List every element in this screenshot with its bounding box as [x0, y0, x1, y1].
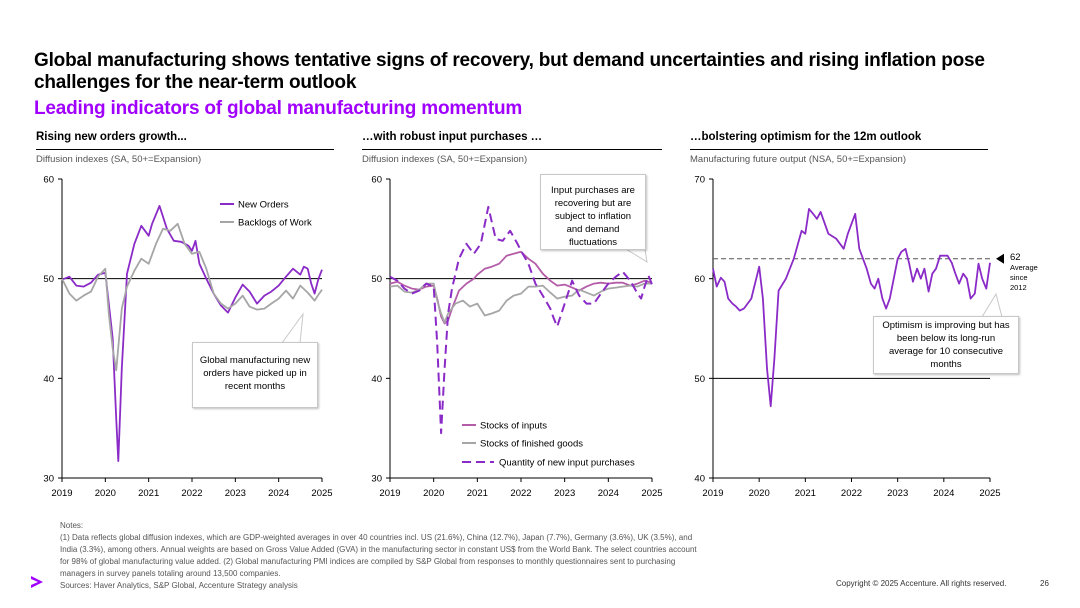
chart-1-series-1-line [61, 205, 323, 462]
chart-1-x-tick-label: 2019 [51, 488, 72, 499]
chart-2-x-tick-label: 2023 [554, 488, 575, 499]
page-subtitle: Leading indicators of global manufacturi… [34, 98, 523, 119]
notes-block: Notes: (1) Data reflects global diffusio… [60, 520, 800, 592]
page-title: Global manufacturing shows tentative sig… [34, 50, 985, 93]
panel-1-subtitle: Diffusion indexes (SA, 50+=Expansion) [36, 154, 202, 165]
chart-1-legend-label-1: New Orders [238, 200, 289, 211]
notes-heading: Notes: [60, 521, 84, 530]
callout-1-pointer [281, 312, 304, 344]
chart-1-series-2-line [61, 222, 323, 372]
chart-1-x-tick-label: 2025 [311, 488, 332, 499]
chart-2-legend-label-1: Stocks of inputs [480, 421, 547, 432]
copyright: Copyright © 2025 Accenture. All rights r… [836, 579, 1007, 588]
accenture-logo-icon [31, 576, 43, 588]
notes-line-1: (1) Data reflects global diffusion index… [60, 533, 693, 542]
notes-line-3: for 98% of global manufacturing value ad… [60, 557, 676, 566]
chart-2-y-tick-label: 50 [371, 274, 382, 285]
page-number: 26 [1040, 579, 1049, 588]
notes-line-2: India (3.3%), among others. Annual weigh… [60, 545, 697, 554]
chart-1-legend-label-2: Backlogs of Work [238, 218, 312, 229]
notes-sources: Sources: Haver Analytics, S&P Global, Ac… [60, 581, 298, 590]
callout-panel-2: Input purchases are recovering but are s… [540, 174, 646, 250]
chart-2-y-tick-label: 40 [371, 374, 382, 385]
chart-1-y-tick-label: 30 [43, 474, 54, 485]
chart-2-series-3-line [389, 205, 653, 435]
panel-3-subtitle: Manufacturing future output (NSA, 50+=Ex… [690, 154, 906, 165]
chart-3-x-tick-label: 2023 [887, 488, 908, 499]
callout-panel-1: Global manufacturing new orders have pic… [192, 342, 318, 408]
chart-1-x-tick-label: 2022 [181, 488, 202, 499]
chart-1-y-tick-label: 40 [43, 374, 54, 385]
chart-3-x-tick-label: 2024 [933, 488, 954, 499]
callout-3-pointer [981, 292, 1003, 318]
chart-1-x-tick-label: 2021 [138, 488, 159, 499]
average-text: Average since 2012 [1010, 263, 1038, 292]
panel-3-rule [690, 149, 988, 150]
chart-2-x-tick-label: 2020 [423, 488, 444, 499]
chart-3-y-tick-label: 70 [694, 175, 705, 186]
panel-2-subtitle: Diffusion indexes (SA, 50+=Expansion) [362, 154, 528, 165]
chart-2-series-2-line [389, 282, 652, 324]
chart-3-y-tick-label: 50 [694, 374, 705, 385]
chart-3-y-tick-label: 40 [694, 474, 705, 485]
panel-1-title: Rising new orders growth... [36, 131, 187, 143]
panel-2-rule [362, 149, 662, 150]
chart-1-x-tick-label: 2024 [268, 488, 289, 499]
chart-2-x-tick-label: 2019 [379, 488, 400, 499]
chart-3-x-tick-label: 2020 [749, 488, 770, 499]
callout-2-pointer [624, 248, 648, 263]
chart-1-y-tick-label: 50 [43, 274, 54, 285]
chart-2-x-tick-label: 2022 [510, 488, 531, 499]
chart-2-x-tick-label: 2024 [598, 488, 619, 499]
chart-2-x-tick-label: 2021 [467, 488, 488, 499]
chart-3-series-1-line [712, 208, 991, 408]
chart-1-x-tick-label: 2023 [225, 488, 246, 499]
chart-2-legend-label-2: Stocks of finished goods [480, 439, 583, 450]
chart-3-x-tick-label: 2019 [702, 488, 723, 499]
chart-2-y-tick-label: 30 [371, 474, 382, 485]
average-value: 62 [1010, 252, 1021, 263]
chart-2-x-tick-label: 2025 [641, 488, 662, 499]
chart-3-average-marker [996, 253, 1004, 264]
chart-3-x-tick-label: 2022 [841, 488, 862, 499]
panel-3-title: …bolstering optimism for the 12m outlook [690, 131, 922, 143]
chart-1-x-tick-label: 2020 [95, 488, 116, 499]
charts-area: 30 40 50 60 2019 2020 2021 2022 2023 2024 2025 New … [43, 175, 1004, 499]
callout-panel-3: Optimism is improving but has been below… [873, 316, 1019, 374]
chart-1-y-tick-label: 60 [43, 175, 54, 186]
chart-3-x-tick-label: 2021 [795, 488, 816, 499]
chart-3-y-tick-label: 60 [694, 274, 705, 285]
average-label: 62 Average since 2012 [1010, 253, 1040, 293]
chart-2-legend-label-3: Quantity of new input purchases [499, 458, 635, 469]
chart-3-x-tick-label: 2025 [979, 488, 1000, 499]
notes-line-4: managers in survey panels totaling aroun… [60, 569, 281, 578]
panel-2-title: …with robust input purchases … [362, 131, 543, 143]
panel-1-rule [36, 149, 334, 150]
chart-2-y-tick-label: 60 [371, 175, 382, 186]
